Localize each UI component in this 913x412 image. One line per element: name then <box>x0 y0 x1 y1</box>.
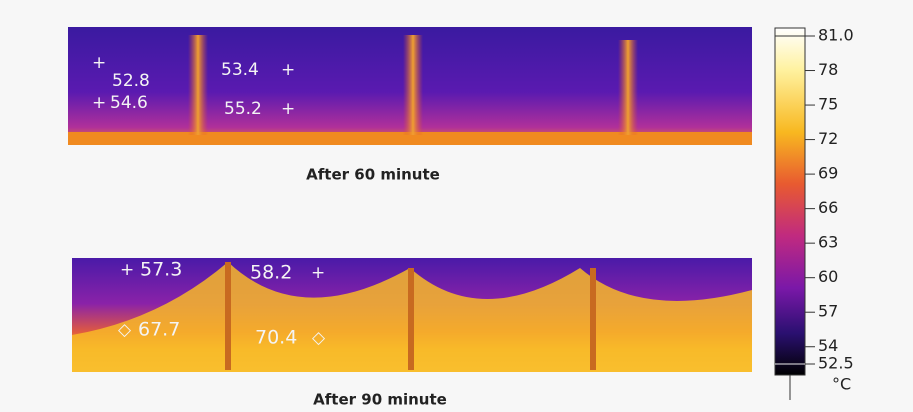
temperature-label: 55.2 <box>224 99 262 119</box>
colorbar-tick-label: 69 <box>818 164 838 183</box>
colorbar-tick-label: 66 <box>818 198 838 217</box>
page: + + + + 52.8 54.6 53.4 55.2 After 60 min… <box>0 0 913 412</box>
temperature-label: 70.4 <box>255 327 297 349</box>
svg-text:+: + <box>281 99 295 119</box>
svg-text:+: + <box>120 260 134 280</box>
colorbar-unit: °C <box>832 375 851 394</box>
colorbar-tick-label: 72 <box>818 129 838 148</box>
caption: After 60 minute <box>306 166 440 184</box>
colorbar-tick-label: 54 <box>818 336 838 355</box>
colorbar-tick-label: 75 <box>818 95 838 114</box>
temperature-label: 67.7 <box>138 319 180 341</box>
svg-text:+: + <box>311 263 325 283</box>
temperature-label: 57.3 <box>140 259 182 281</box>
temperature-label: 52.8 <box>112 71 150 91</box>
colorbar-tick-label: 81.0 <box>818 26 854 45</box>
figure: + + + + 52.8 54.6 53.4 55.2 After 60 min… <box>0 0 913 412</box>
svg-text:+: + <box>92 93 106 113</box>
temperature-label: 53.4 <box>221 60 259 80</box>
colorbar-tick-label: 63 <box>818 233 838 252</box>
thermal-image-60: + + + + <box>68 27 752 145</box>
svg-text:◇: ◇ <box>118 320 132 340</box>
temperature-label: 58.2 <box>250 262 292 284</box>
svg-text:+: + <box>281 60 295 80</box>
colorbar-tick-label: 60 <box>818 267 838 286</box>
svg-text:+: + <box>92 53 106 73</box>
caption: After 90 minute <box>313 391 447 409</box>
colorbar-tick-label: 78 <box>818 60 838 79</box>
temperature-label: 54.6 <box>110 93 148 113</box>
colorbar <box>775 28 805 375</box>
colorbar-tick-label: 57 <box>818 302 838 321</box>
colorbar-tick-label: 52.5 <box>818 354 854 373</box>
svg-text:◇: ◇ <box>312 328 326 348</box>
